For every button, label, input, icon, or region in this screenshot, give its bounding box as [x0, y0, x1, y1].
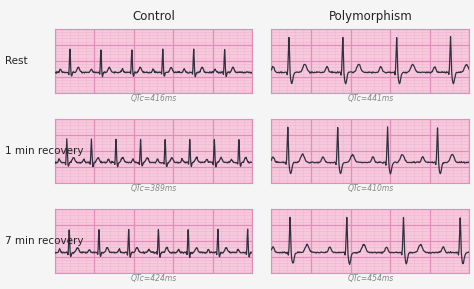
Text: Polymorphism: Polymorphism	[328, 10, 412, 23]
Text: QTc=416ms: QTc=416ms	[130, 94, 177, 103]
Text: QTc=441ms: QTc=441ms	[347, 94, 393, 103]
Text: 7 min recovery: 7 min recovery	[5, 236, 83, 246]
Text: QTc=389ms: QTc=389ms	[130, 184, 177, 193]
Text: 1 min recovery: 1 min recovery	[5, 146, 83, 156]
Text: Rest: Rest	[5, 56, 27, 66]
Text: QTc=424ms: QTc=424ms	[130, 274, 177, 283]
Text: Control: Control	[132, 10, 175, 23]
Text: QTc=454ms: QTc=454ms	[347, 274, 393, 283]
Text: QTc=410ms: QTc=410ms	[347, 184, 393, 193]
